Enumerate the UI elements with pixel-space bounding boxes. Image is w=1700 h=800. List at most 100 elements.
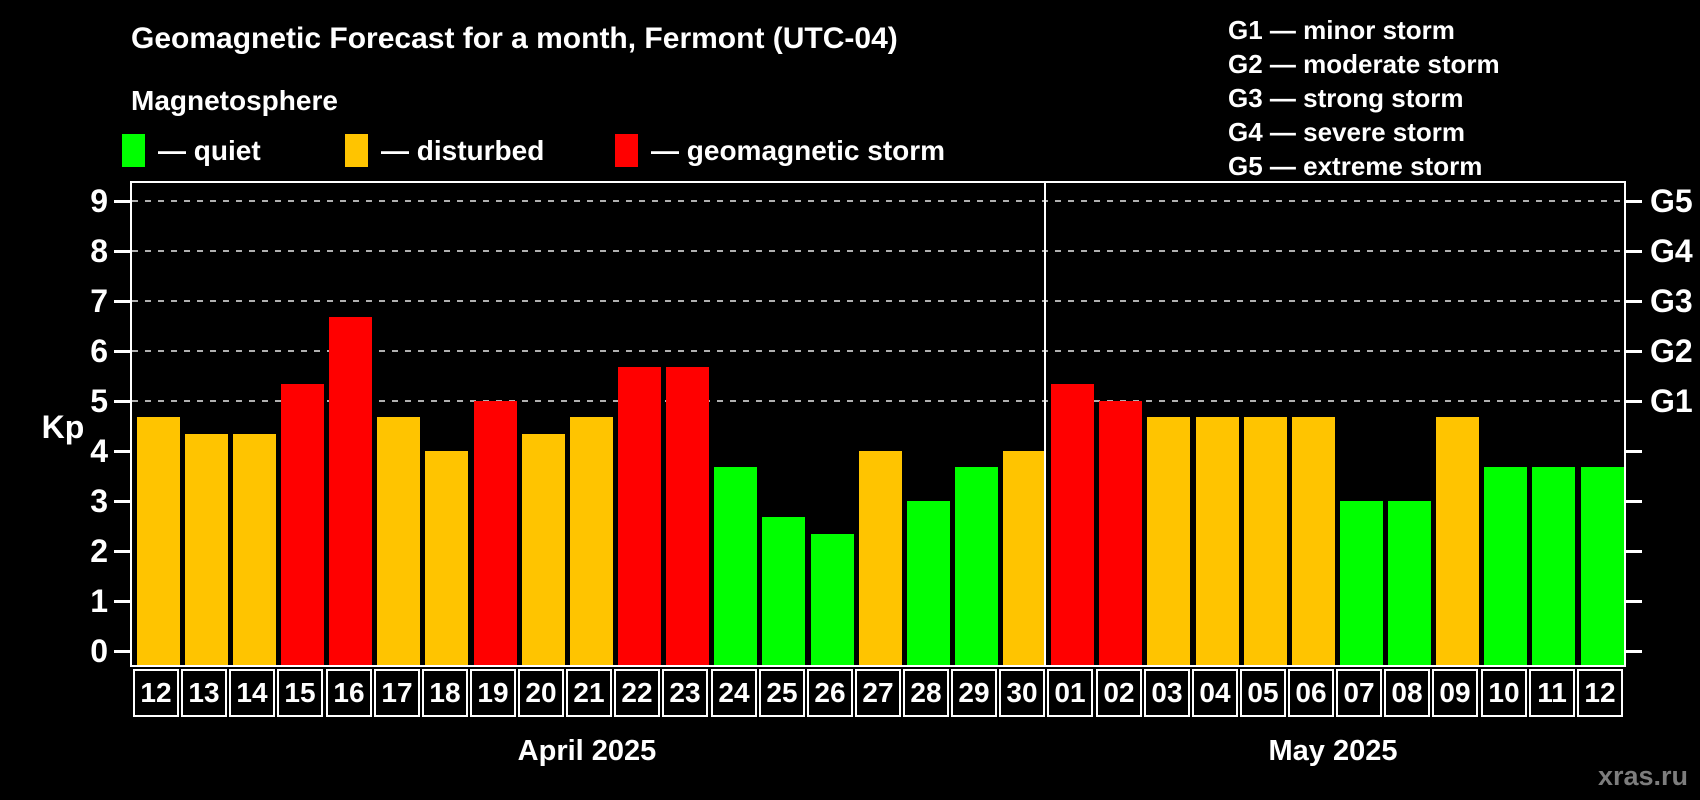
kp-bar-15 [281, 384, 324, 665]
kp-bar-27 [859, 451, 902, 665]
kp-bar-03 [1147, 417, 1190, 665]
kp-bar-13 [185, 434, 228, 665]
kp-bar-20 [522, 434, 565, 665]
kp-bar-09 [1436, 417, 1479, 665]
day-label-13: 13 [181, 669, 227, 717]
y-axis-label-3: 3 [90, 483, 108, 519]
y-axis-label-5: 5 [90, 383, 108, 419]
g-axis-label-g1: G1 [1650, 383, 1693, 419]
day-label-25: 25 [759, 669, 805, 717]
legend-label-quiet: — quiet [158, 134, 261, 166]
day-label-12: 12 [133, 669, 179, 717]
right-tick-2 [1626, 550, 1642, 553]
kp-bar-18 [425, 451, 468, 665]
y-axis-label-2: 2 [90, 533, 108, 569]
day-label-05: 05 [1240, 669, 1286, 717]
kp-bar-16 [329, 317, 372, 665]
day-label-01: 01 [1047, 669, 1093, 717]
day-label-09: 09 [1432, 669, 1478, 717]
right-tick-8 [1626, 250, 1642, 253]
kp-bar-04 [1196, 417, 1239, 665]
legend-item-storm: — geomagnetic storm [615, 134, 945, 167]
day-label-18: 18 [422, 669, 468, 717]
day-label-14: 14 [229, 669, 275, 717]
g-axis-label-g2: G2 [1650, 333, 1693, 369]
y-axis-label-6: 6 [90, 333, 108, 369]
y-axis-label-8: 8 [90, 233, 108, 269]
day-label-19: 19 [470, 669, 516, 717]
day-label-20: 20 [518, 669, 564, 717]
kp-bar-23 [666, 367, 709, 665]
kp-bar-01 [1051, 384, 1094, 665]
y-axis-label-4: 4 [90, 433, 108, 469]
day-label-24: 24 [711, 669, 757, 717]
g-scale-legend: G1 — minor storm G2 — moderate storm G3 — … [1228, 13, 1500, 183]
kp-bar-12 [1581, 467, 1624, 665]
chart-title: Geomagnetic Forecast for a month, Fermon… [131, 22, 898, 55]
kp-bar-08 [1388, 501, 1431, 665]
g-axis-label-g4: G4 [1650, 233, 1693, 269]
day-label-17: 17 [374, 669, 420, 717]
day-label-30: 30 [999, 669, 1045, 717]
kp-bar-14 [233, 434, 276, 665]
day-label-04: 04 [1192, 669, 1238, 717]
left-tick-2 [114, 550, 130, 553]
y-axis-label-1: 1 [90, 583, 108, 619]
gridline-kp9 [132, 200, 1624, 202]
kp-bar-21 [570, 417, 613, 665]
gridline-kp5 [132, 400, 1624, 402]
g-legend-line-2: G2 — moderate storm [1228, 49, 1500, 79]
kp-bar-05 [1244, 417, 1287, 665]
kp-bar-22 [618, 367, 661, 665]
legend-item-quiet: — quiet [122, 134, 261, 167]
g-axis-label-g5: G5 [1650, 183, 1693, 219]
kp-bar-29 [955, 467, 998, 665]
g-legend-line-3: G3 — strong storm [1228, 83, 1464, 113]
kp-bar-24 [714, 467, 757, 665]
y-axis-label-7: 7 [90, 283, 108, 319]
day-label-22: 22 [614, 669, 660, 717]
month-separator-line [1044, 183, 1046, 665]
day-label-26: 26 [807, 669, 853, 717]
day-label-28: 28 [903, 669, 949, 717]
day-label-08: 08 [1384, 669, 1430, 717]
g-legend-line-1: G1 — minor storm [1228, 15, 1455, 45]
watermark: xras.ru [1597, 761, 1688, 791]
plot-area [130, 181, 1626, 667]
right-tick-3 [1626, 500, 1642, 503]
month-label-may: May 2025 [1268, 735, 1398, 767]
kp-bar-28 [907, 501, 950, 665]
gridline-kp7 [132, 300, 1624, 302]
day-label-03: 03 [1144, 669, 1190, 717]
y-axis-label-9: 9 [90, 183, 108, 219]
right-tick-0 [1626, 650, 1642, 653]
kp-bar-26 [811, 534, 854, 665]
quiet-swatch-icon [122, 134, 145, 167]
left-tick-3 [114, 500, 130, 503]
day-label-27: 27 [855, 669, 901, 717]
right-tick-6 [1626, 350, 1642, 353]
left-tick-7 [114, 300, 130, 303]
kp-bar-30 [1003, 451, 1046, 665]
right-tick-5 [1626, 400, 1642, 403]
legend-label-disturbed: — disturbed [381, 134, 545, 166]
g-legend-line-5: G5 — extreme storm [1228, 151, 1483, 181]
kp-bar-02 [1099, 401, 1142, 665]
right-tick-9 [1626, 200, 1642, 203]
gridline-kp8 [132, 250, 1624, 252]
right-tick-4 [1626, 450, 1642, 453]
left-tick-6 [114, 350, 130, 353]
right-tick-7 [1626, 300, 1642, 303]
day-label-11: 11 [1529, 669, 1575, 717]
y-axis-label-0: 0 [90, 633, 108, 669]
day-label-16: 16 [326, 669, 372, 717]
right-tick-1 [1626, 600, 1642, 603]
y-axis-title: Kp [41, 409, 85, 445]
day-label-21: 21 [566, 669, 612, 717]
kp-bar-06 [1292, 417, 1335, 665]
legend-item-disturbed: — disturbed [345, 134, 544, 167]
left-tick-5 [114, 400, 130, 403]
day-label-15: 15 [277, 669, 323, 717]
kp-bar-11 [1532, 467, 1575, 665]
